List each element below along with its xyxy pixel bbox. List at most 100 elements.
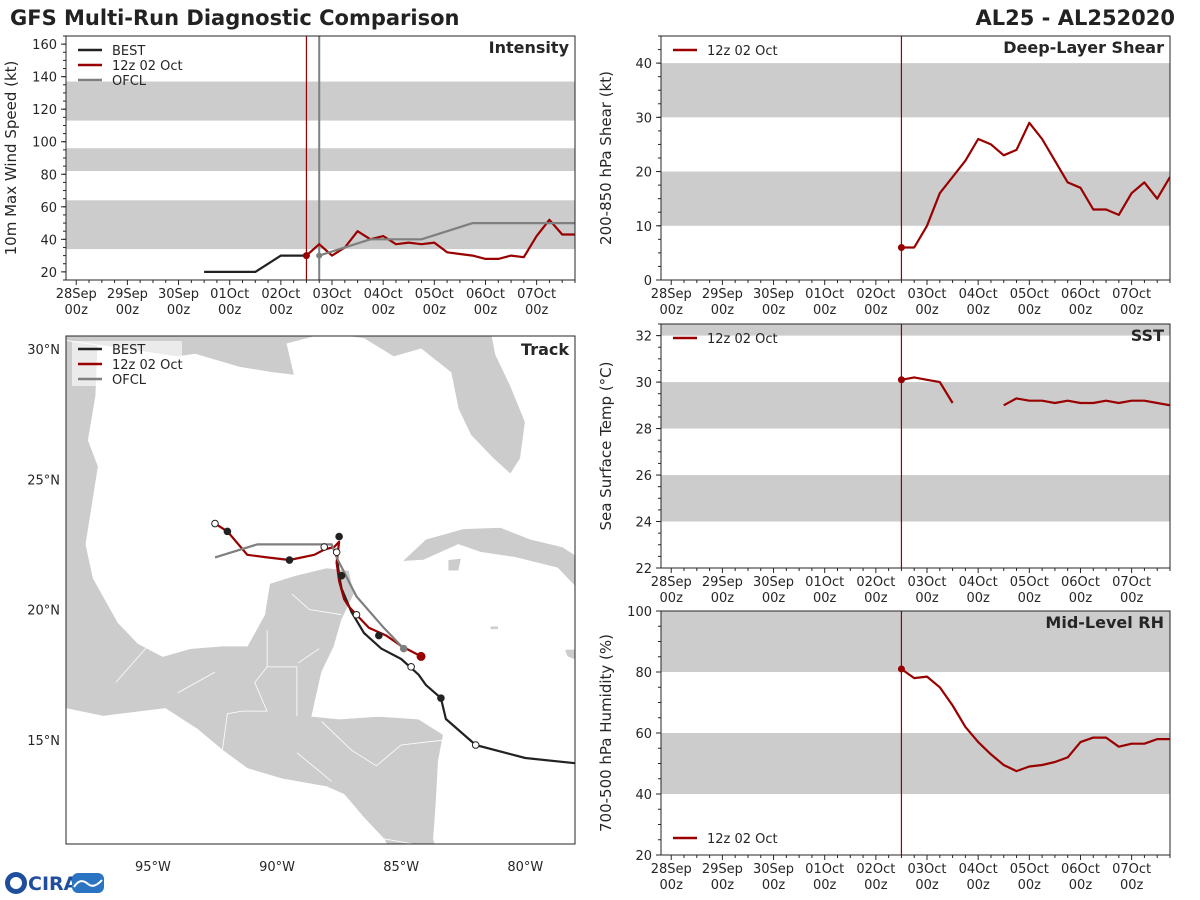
- init-point-marker: [897, 665, 905, 673]
- x-tick-day: 04Oct: [959, 287, 998, 302]
- x-tick-day: 02Oct: [856, 862, 895, 877]
- x-tick-day: 05Oct: [415, 287, 454, 302]
- x-tick-hour: 00z: [1120, 878, 1144, 893]
- x-tick-hour: 00z: [915, 303, 939, 318]
- y-axis-label: 200-850 hPa Shear (kt): [597, 71, 615, 245]
- x-tick-day: 07Oct: [1112, 287, 1151, 302]
- x-tick-day: 06Oct: [1061, 287, 1100, 302]
- panel-title: Deep-Layer Shear: [1003, 38, 1164, 57]
- map-frame: [65, 335, 576, 845]
- shading-band: [661, 171, 1170, 226]
- x-tick-day: 29Sep: [702, 575, 743, 590]
- x-tick-hour: 00z: [864, 878, 888, 893]
- track-point-marker: [320, 543, 329, 551]
- x-tick-day: 30Sep: [753, 575, 794, 590]
- x-tick-hour: 00z: [320, 303, 344, 318]
- track-point-marker: [332, 548, 341, 557]
- x-tick-hour: 00z: [966, 591, 990, 606]
- x-tick-hour: 00z: [1120, 591, 1144, 606]
- sst-panel: 22242628303228Sep00z29Sep00z30Sep00z01Oc…: [597, 323, 1171, 606]
- x-tick-hour: 00z: [1069, 591, 1093, 606]
- shading-band: [66, 81, 575, 121]
- track-point-marker: [337, 571, 346, 580]
- lon-tick-label: 90°W: [259, 860, 295, 875]
- series-line-12z-02-oct: [900, 668, 1170, 773]
- figure-title: GFS Multi-Run Diagnostic Comparison: [10, 6, 459, 30]
- x-tick-day: 05Oct: [1010, 575, 1049, 590]
- x-tick-day: 28Sep: [651, 287, 692, 302]
- series-line-12z-02-oct: [901, 376, 954, 404]
- panel-title: Track: [521, 340, 569, 359]
- x-tick-hour: 00z: [1018, 303, 1042, 318]
- x-tick-hour: 00z: [966, 303, 990, 318]
- logo-globe-core-icon: [10, 877, 22, 889]
- x-tick-hour: 00z: [915, 591, 939, 606]
- x-tick-hour: 00z: [1069, 878, 1093, 893]
- legend-label: 12z 02 Oct: [707, 832, 778, 847]
- country-border: [177, 671, 216, 694]
- x-tick-hour: 00z: [864, 591, 888, 606]
- land-cuba: [401, 527, 575, 587]
- y-tick-label: 10: [635, 220, 652, 235]
- x-tick-day: 03Oct: [907, 575, 946, 590]
- x-tick-hour: 00z: [711, 303, 735, 318]
- x-tick-hour: 00z: [1120, 303, 1144, 318]
- track-point-marker: [416, 651, 426, 661]
- legend-background: [72, 341, 182, 356]
- shading-band: [661, 733, 1170, 794]
- y-tick-label: 120: [32, 103, 57, 118]
- x-tick-day: 02Oct: [856, 287, 895, 302]
- x-tick-hour: 00z: [813, 878, 837, 893]
- series-line-12z-02-oct: [305, 218, 575, 260]
- country-border: [115, 645, 149, 683]
- x-tick-hour: 00z: [474, 303, 498, 318]
- x-tick-hour: 00z: [65, 303, 89, 318]
- x-tick-day: 01Oct: [805, 575, 844, 590]
- lon-tick-label: 85°W: [383, 860, 419, 875]
- y-tick-label: 26: [635, 469, 652, 484]
- x-tick-day: 07Oct: [1112, 575, 1151, 590]
- x-tick-hour: 00z: [711, 591, 735, 606]
- y-tick-label: 22: [635, 562, 652, 577]
- y-tick-label: 40: [635, 788, 652, 803]
- rh-panel: 2040608010028Sep00z29Sep00z30Sep00z01Oct…: [597, 605, 1171, 893]
- country-border: [383, 838, 417, 844]
- logo-text: CIRA: [28, 873, 79, 895]
- panel-title: Intensity: [489, 38, 570, 57]
- plot-area: [661, 36, 1170, 280]
- y-tick-label: 60: [635, 727, 652, 742]
- x-tick-day: 04Oct: [959, 862, 998, 877]
- x-tick-hour: 00z: [915, 878, 939, 893]
- y-tick-label: 40: [40, 233, 57, 248]
- country-border: [222, 666, 268, 751]
- track-point-marker: [211, 519, 219, 528]
- lat-tick-label: 15°N: [27, 734, 60, 749]
- y-tick-label: 80: [40, 168, 57, 183]
- x-tick-hour: 00z: [711, 878, 735, 893]
- x-tick-hour: 00z: [167, 303, 191, 318]
- y-tick-label: 24: [635, 516, 652, 531]
- x-tick-day: 28Sep: [651, 862, 692, 877]
- y-tick-label: 100: [32, 136, 57, 151]
- x-tick-day: 30Sep: [753, 287, 794, 302]
- x-tick-day: 04Oct: [959, 575, 998, 590]
- legend-label: 12z 02 Oct: [112, 358, 183, 373]
- x-tick-hour: 00z: [218, 303, 242, 318]
- x-tick-day: 29Sep: [107, 287, 148, 302]
- x-tick-day: 06Oct: [1061, 575, 1100, 590]
- legend-label: OFCL: [112, 74, 147, 89]
- y-tick-label: 100: [627, 605, 652, 620]
- x-tick-day: 29Sep: [702, 287, 743, 302]
- legend-label: OFCL: [112, 373, 147, 388]
- y-tick-label: 30: [635, 376, 652, 391]
- x-tick-hour: 00z: [371, 303, 395, 318]
- y-tick-label: 140: [32, 71, 57, 86]
- x-tick-day: 03Oct: [907, 287, 946, 302]
- logo-wave-stroke-icon: [73, 879, 103, 888]
- country-border: [297, 648, 320, 664]
- init-point-marker: [897, 376, 905, 384]
- land-united-states: [66, 336, 526, 475]
- shading-band: [66, 148, 575, 172]
- series-line-12z-02-oct-cont-: [1003, 397, 1170, 407]
- y-tick-label: 20: [635, 166, 652, 181]
